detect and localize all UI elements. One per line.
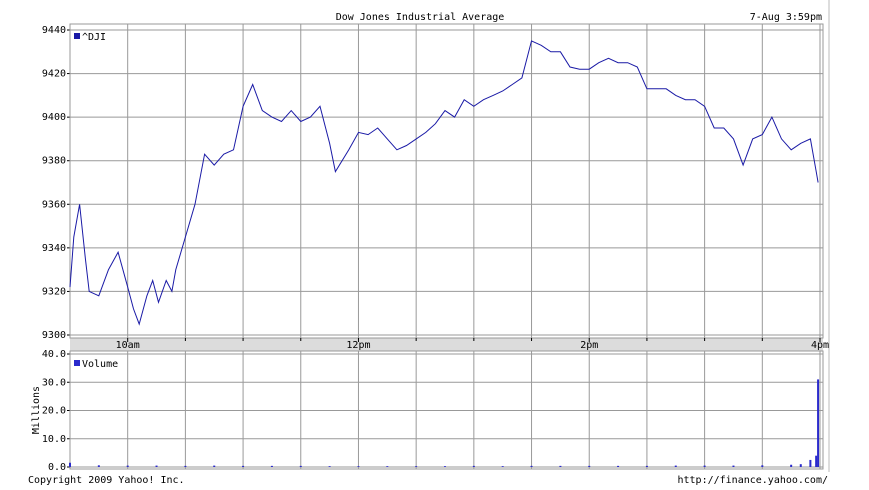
- y-tick-label: 20.0: [42, 406, 66, 417]
- volume-bar: [617, 465, 620, 467]
- y-tick-label: 9320: [42, 286, 66, 297]
- volume-bar: [69, 462, 71, 467]
- y-tick-label: 0.0: [48, 462, 66, 473]
- plot-frame: [69, 23, 824, 339]
- volume-bar: [155, 465, 158, 467]
- volume-bar: [674, 465, 677, 467]
- y-tick-label: 9300: [42, 330, 66, 341]
- volume-bar: [501, 466, 504, 467]
- x-tick-label: 12pm: [346, 340, 370, 351]
- volume-bar: [815, 455, 818, 467]
- y-tick-label: 10.0: [42, 434, 66, 445]
- volume-bar: [817, 379, 820, 467]
- volume-bar: [559, 465, 562, 467]
- y-tick-label: 30.0: [42, 377, 66, 388]
- volume-bar: [790, 464, 793, 467]
- volume-bar: [328, 466, 331, 467]
- x-tick-label: 4pm: [811, 340, 829, 351]
- volume-bar: [126, 465, 129, 467]
- volume-bar: [386, 466, 389, 467]
- volume-bar: [472, 465, 475, 467]
- y-tick-label: 9400: [42, 112, 66, 123]
- y-tick-label: 9420: [42, 69, 66, 80]
- volume-bar: [645, 465, 648, 467]
- volume-bar: [213, 465, 216, 467]
- volume-bar: [530, 465, 533, 467]
- price-line: [69, 40, 819, 326]
- y-tick-label: 9380: [42, 156, 66, 167]
- chart-subtitle: 7-Aug 3:59pm: [750, 12, 822, 23]
- copyright: Copyright 2009 Yahoo! Inc.: [28, 475, 185, 486]
- volume-bar: [444, 466, 446, 467]
- x-tick-label: 10am: [116, 340, 140, 351]
- volume-bar: [299, 465, 302, 467]
- volume-bar: [799, 464, 802, 467]
- legend-swatch: [74, 360, 80, 366]
- x-tick-label: 2pm: [580, 340, 598, 351]
- volume-bar: [588, 465, 591, 467]
- volume-bar: [184, 465, 187, 467]
- volume-bar: [809, 459, 812, 467]
- chart-title: Dow Jones Industrial Average: [336, 12, 505, 23]
- volume-bar: [761, 465, 764, 467]
- volume-bar: [415, 466, 418, 467]
- source-url: http://finance.yahoo.com/: [677, 475, 828, 486]
- volume-bar: [242, 465, 245, 467]
- volume-bar: [732, 465, 735, 467]
- volume-bar: [357, 466, 360, 467]
- time-band: [70, 338, 823, 351]
- y-axis-label: Millions: [31, 386, 42, 434]
- y-tick-label: 9360: [42, 199, 66, 210]
- plot-frame: [69, 350, 824, 470]
- legend-swatch: [74, 33, 80, 39]
- legend-label: ^DJI: [82, 32, 106, 43]
- volume-bar: [703, 465, 706, 467]
- volume-bar: [97, 465, 100, 467]
- legend-label: Volume: [82, 359, 118, 370]
- volume-bar: [270, 465, 273, 467]
- y-tick-label: 9440: [42, 25, 66, 36]
- y-tick-label: 9340: [42, 243, 66, 254]
- y-tick-label: 40.0: [42, 349, 66, 360]
